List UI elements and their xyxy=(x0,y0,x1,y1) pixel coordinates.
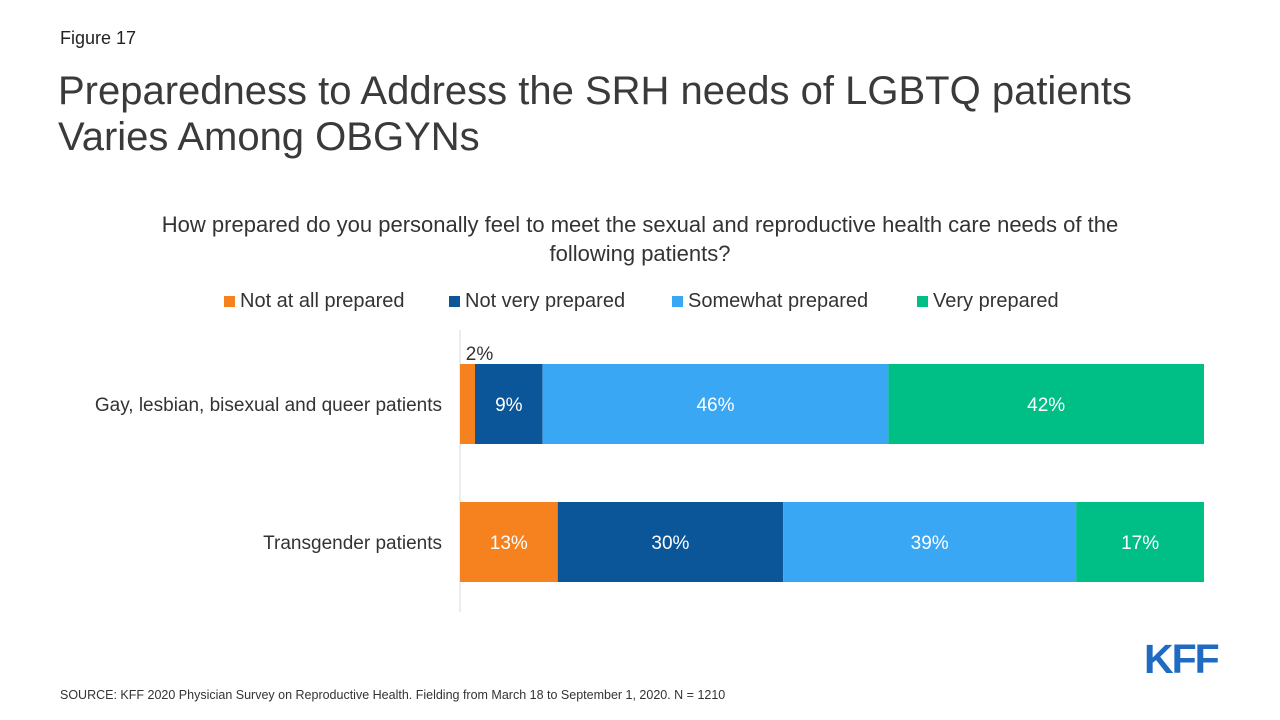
data-label: 42% xyxy=(1027,395,1065,416)
bar-segment xyxy=(460,364,475,444)
kff-logo: KFF xyxy=(1144,636,1220,682)
category-label: Transgender patients xyxy=(263,533,442,554)
legend-label: Somewhat prepared xyxy=(688,290,869,312)
figure-label: Figure 17 xyxy=(60,28,137,48)
data-label: 46% xyxy=(696,395,734,416)
legend-item-somewhat-prepared: Somewhat prepared xyxy=(672,290,868,313)
chart-title: Preparedness to Address the SRH needs of… xyxy=(58,69,1132,159)
bar-segment xyxy=(1076,502,1204,582)
legend-item-not-at-all-prepared: Not at all prepared xyxy=(224,290,405,313)
data-label: 9% xyxy=(495,395,523,416)
data-label: 2% xyxy=(466,344,494,365)
data-label: 30% xyxy=(651,533,689,554)
bar-segment xyxy=(475,364,543,444)
legend-swatch xyxy=(449,296,460,307)
bar-segment xyxy=(783,502,1077,582)
source-note: SOURCE: KFF 2020 Physician Survey on Rep… xyxy=(60,688,726,702)
bar-segment xyxy=(460,502,558,582)
legend-swatch xyxy=(917,296,928,307)
legend-label: Very prepared xyxy=(933,290,1059,312)
stacked-bar-chart: Gay, lesbian, bisexual and queer patient… xyxy=(95,330,1204,612)
legend-swatch xyxy=(224,296,235,307)
legend-item-not-very-prepared: Not very prepared xyxy=(449,290,625,313)
chart-legend: Not at all prepared Not very prepared So… xyxy=(0,290,1280,316)
legend-item-very-prepared: Very prepared xyxy=(917,290,1059,313)
legend-label: Not very prepared xyxy=(465,290,626,312)
data-label: 17% xyxy=(1121,533,1159,554)
legend-swatch xyxy=(672,296,683,307)
bar-segment xyxy=(888,364,1204,444)
bar-segment xyxy=(557,502,784,582)
category-label: Gay, lesbian, bisexual and queer patient… xyxy=(95,395,442,416)
legend-label: Not at all prepared xyxy=(240,290,405,312)
data-label: 39% xyxy=(911,533,949,554)
data-label: 13% xyxy=(490,533,528,554)
bar-segment xyxy=(542,364,889,444)
chart-subtitle: How prepared do you personally feel to m… xyxy=(161,212,1119,266)
